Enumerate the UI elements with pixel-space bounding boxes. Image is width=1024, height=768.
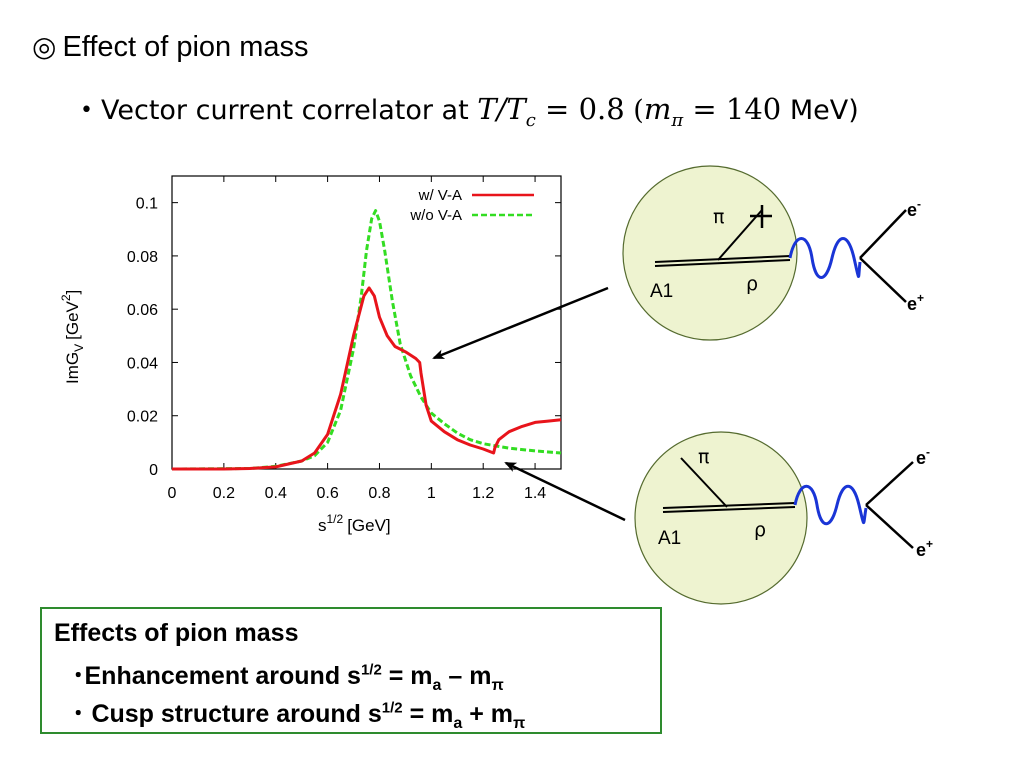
summary-box: Effects of pion mass ･Enhancement around… — [40, 607, 662, 734]
item2-sub-pi: π — [513, 715, 526, 732]
item2-sub-a: a — [453, 715, 463, 732]
double-circle-icon: ◎ — [32, 31, 57, 62]
mass-symbol: m — [643, 92, 672, 126]
y-tick-label: 0.02 — [127, 409, 158, 426]
a1-label-top: A1 — [650, 281, 673, 302]
y-axis-ticks: 0 0.02 0.04 0.06 0.08 0.1 — [127, 196, 561, 479]
e-plus-label-bottom: e+ — [916, 537, 933, 560]
photon-wave-bottom — [793, 484, 868, 526]
x-axis-label: s1/2 [GeV] — [318, 512, 391, 535]
item1-sup: 1/2 — [360, 661, 382, 679]
positron-line-top — [859, 257, 907, 303]
item2-eq: = m — [402, 700, 454, 728]
rho-label-top: ρ — [746, 273, 758, 295]
series-layer — [171, 209, 562, 471]
item1-sub-a: a — [432, 677, 442, 694]
item1-sub-pi: π — [491, 677, 504, 694]
x-tick-label: 1.2 — [472, 485, 494, 502]
temp-sub: c — [525, 109, 536, 131]
item1-op: – m — [441, 662, 492, 690]
summary-item-enhancement: ･Enhancement around s1/2 = ma – mπ — [72, 656, 504, 695]
chart-legend: w/ V-A w/o V-A — [409, 187, 534, 224]
y-tick-label: 0.06 — [127, 302, 158, 319]
correlator-chart: 0 0.2 0.4 0.6 0.8 1 1.2 1.4 0 0.02 0.04 0.06 0.08 0.… — [59, 175, 562, 535]
x-axis-ticks: 0 0.2 0.4 0.6 0.8 1 1.2 1.4 — [168, 176, 546, 502]
a1-label-bottom: A1 — [658, 528, 681, 549]
slide-title-text: Effect of pion mass — [62, 31, 309, 63]
plot-frame — [171, 175, 562, 470]
mass-value: = 140 — [692, 92, 782, 126]
paren-open: ( — [633, 95, 644, 126]
pion-mass: mπ = 140 — [643, 92, 782, 131]
slide-subtitle: • Vector current correlator at T/Tc = 0.8… — [80, 92, 859, 131]
x-tick-label: 0.8 — [368, 485, 390, 502]
x-tick-label: 0.4 — [265, 485, 287, 502]
pion-line-bottom — [680, 457, 728, 508]
e-minus-label-bottom: e- — [916, 445, 930, 468]
item2-op: + m — [462, 700, 514, 728]
series-line-wo-va — [171, 209, 562, 471]
y-tick-label: 0.08 — [127, 249, 158, 266]
temperature-ratio: T/Tc = 0.8 — [477, 92, 625, 131]
item2-sup: 1/2 — [381, 699, 403, 717]
positron-line-bottom — [865, 504, 914, 549]
x-tick-label: 1.4 — [524, 485, 546, 502]
arrow-bottom — [504, 461, 626, 522]
x-tick-label: 1 — [427, 485, 436, 502]
item1-eq: = m — [381, 662, 433, 690]
electron-line-bottom — [865, 461, 914, 506]
mass-unit: MeV) — [789, 95, 859, 126]
summary-item-cusp: ･ Cusp structure around s1/2 = ma + mπ — [72, 694, 525, 733]
pi-label-bottom: π — [698, 446, 709, 468]
feynman-diagram-bottom: π ρ A1 e- e+ — [634, 431, 933, 605]
rho-label-bottom: ρ — [754, 519, 766, 541]
bullet-icon: • — [80, 98, 93, 123]
subtitle-text: Vector current correlator at — [100, 95, 469, 126]
item2-prefix: ･ Cusp structure around s — [72, 700, 382, 728]
y-tick-label: 0.1 — [136, 196, 158, 213]
y-tick-label: 0.04 — [127, 355, 158, 372]
summary-heading: Effects of pion mass — [54, 619, 299, 647]
blob-circle-bottom — [634, 431, 808, 605]
blob-circle-top — [622, 165, 798, 341]
y-tick-label: 0 — [149, 462, 158, 479]
y-axis-label: ImGV[GeV2] — [59, 290, 86, 384]
feynman-diagram-top: π ρ A1 e- e+ — [622, 165, 924, 341]
a1-line-top — [654, 255, 791, 263]
mass-sub: π — [671, 109, 684, 131]
legend-label-wo-va: w/o V-A — [409, 207, 462, 224]
rho-line-top — [654, 259, 791, 267]
e-minus-label-top: e- — [907, 197, 921, 220]
item1-prefix: ･Enhancement around s — [72, 662, 361, 690]
photon-wave-top — [788, 237, 862, 279]
e-plus-label-top: e+ — [907, 291, 924, 314]
a1-line-bottom — [662, 502, 796, 509]
x-tick-label: 0 — [168, 485, 177, 502]
arrow-top — [432, 286, 609, 360]
rho-line-bottom — [662, 506, 796, 513]
slide-title: ◎ Effect of pion mass — [32, 30, 309, 64]
pi-label-top: π — [713, 206, 724, 228]
x-tick-label: 0.2 — [213, 485, 235, 502]
series-line-w-va — [172, 286, 562, 471]
electron-line-top — [859, 209, 907, 259]
temp-value: = 0.8 — [545, 92, 625, 126]
temp-ratio-text: T/T — [477, 92, 526, 126]
pion-line-top — [717, 209, 763, 261]
legend-label-w-va: w/ V-A — [418, 187, 462, 204]
x-tick-label: 0.6 — [316, 485, 338, 502]
